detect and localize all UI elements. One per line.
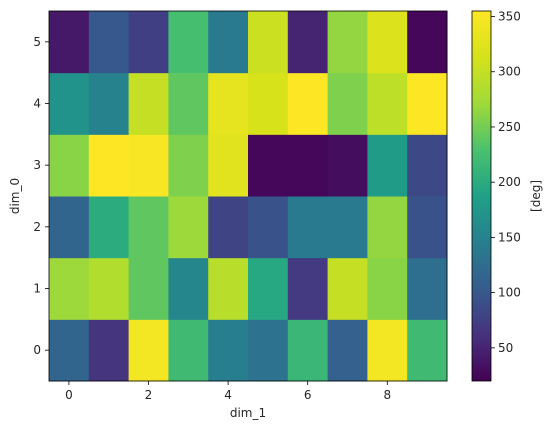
heatmap-cell <box>168 319 209 382</box>
heatmap-cell <box>407 257 448 320</box>
colorbar-tick-label: 150 <box>498 230 521 244</box>
heatmap-cell <box>208 72 249 135</box>
heatmap-cell <box>287 196 329 259</box>
heatmap-cell <box>88 319 130 382</box>
heatmap-cell <box>168 72 209 135</box>
colorbar-tick-label: 200 <box>498 175 521 189</box>
heatmap-cell <box>367 257 408 320</box>
y-tick-label: 4 <box>33 97 41 111</box>
colorbar-tick-label: 300 <box>498 65 521 79</box>
heatmap-cell <box>49 196 90 259</box>
heatmap-cell <box>49 11 90 74</box>
y-tick-label: 2 <box>33 220 41 234</box>
heatmap-cell <box>367 134 408 197</box>
heatmap-cell <box>208 134 249 197</box>
heatmap-cell <box>407 319 448 382</box>
y-axis-label: dim_0 <box>8 178 22 214</box>
heatmap-cell <box>208 257 249 320</box>
x-tick-label: 2 <box>145 388 153 402</box>
colorbar-ticks: 50 100 150 200 250 300 350 <box>491 10 521 355</box>
heatmap-cell <box>248 72 289 135</box>
heatmap-cell <box>128 11 169 74</box>
heatmap-cell <box>88 72 130 135</box>
heatmap-cell <box>407 72 448 135</box>
x-tick-label: 6 <box>304 388 312 402</box>
x-tick-label: 0 <box>65 388 73 402</box>
heatmap-cell <box>128 257 169 320</box>
heatmap-cell <box>367 196 408 259</box>
heatmap-cell <box>208 196 249 259</box>
heatmap-cell <box>88 134 130 197</box>
heatmap-cell <box>128 196 169 259</box>
heatmap-cell <box>168 196 209 259</box>
heatmap-cell <box>49 257 90 320</box>
heatmap-cell <box>327 257 368 320</box>
heatmap-cell <box>287 72 329 135</box>
heatmap-cell <box>88 196 130 259</box>
y-tick-label: 1 <box>33 282 41 296</box>
heatmap-cell <box>49 319 90 382</box>
heatmap-cell <box>168 134 209 197</box>
y-tick-label: 3 <box>33 158 41 172</box>
heatmap-cell <box>327 134 368 197</box>
heatmap-cell <box>49 72 90 135</box>
heatmap-cell <box>367 319 408 382</box>
heatmap-cell <box>248 134 289 197</box>
heatmap-cell <box>287 11 329 74</box>
heatmap-cell <box>168 11 209 74</box>
y-axis-ticks: 0 1 2 3 4 5 <box>33 35 49 357</box>
heatmap-cell <box>327 196 368 259</box>
x-axis-ticks: 0 2 4 6 8 <box>65 381 391 402</box>
heatmap-cell <box>407 11 448 74</box>
heatmap-cell <box>248 257 289 320</box>
heatmap-cell <box>327 319 368 382</box>
colorbar-tick-label: 350 <box>498 10 521 24</box>
heatmap-cell <box>128 134 169 197</box>
colorbar-tick-label: 100 <box>498 286 521 300</box>
heatmap-cell <box>287 134 329 197</box>
heatmap-cell <box>248 196 289 259</box>
colorbar-label: [deg] <box>529 180 543 212</box>
y-tick-label: 0 <box>33 343 41 357</box>
heatmap-cell <box>407 134 448 197</box>
x-tick-label: 8 <box>383 388 391 402</box>
heatmap-cell <box>168 257 209 320</box>
heatmap-cell <box>367 72 408 135</box>
heatmap-cell <box>88 11 130 74</box>
heatmap-cell <box>327 72 368 135</box>
heatmap-cell <box>248 11 289 74</box>
heatmap-cell <box>287 319 329 382</box>
heatmap-cell <box>407 196 448 259</box>
heatmap-cell <box>88 257 130 320</box>
x-axis-label: dim_1 <box>230 406 266 420</box>
heatmap-cell <box>208 319 249 382</box>
heatmap-cells <box>49 11 448 382</box>
heatmap-cell <box>128 72 169 135</box>
heatmap-cell <box>128 319 169 382</box>
plot-frame <box>48 10 448 382</box>
heatmap-cell <box>208 11 249 74</box>
x-tick-label: 4 <box>224 388 232 402</box>
heatmap-cell <box>248 319 289 382</box>
heatmap-cell <box>287 257 329 320</box>
heatmap-cell <box>327 11 368 74</box>
colorbar-tick-label: 250 <box>498 120 521 134</box>
y-tick-label: 5 <box>33 35 41 49</box>
colorbar <box>471 10 492 382</box>
colorbar-tick-label: 50 <box>498 341 513 355</box>
heatmap-cell <box>49 134 90 197</box>
heatmap-cell <box>367 11 408 74</box>
